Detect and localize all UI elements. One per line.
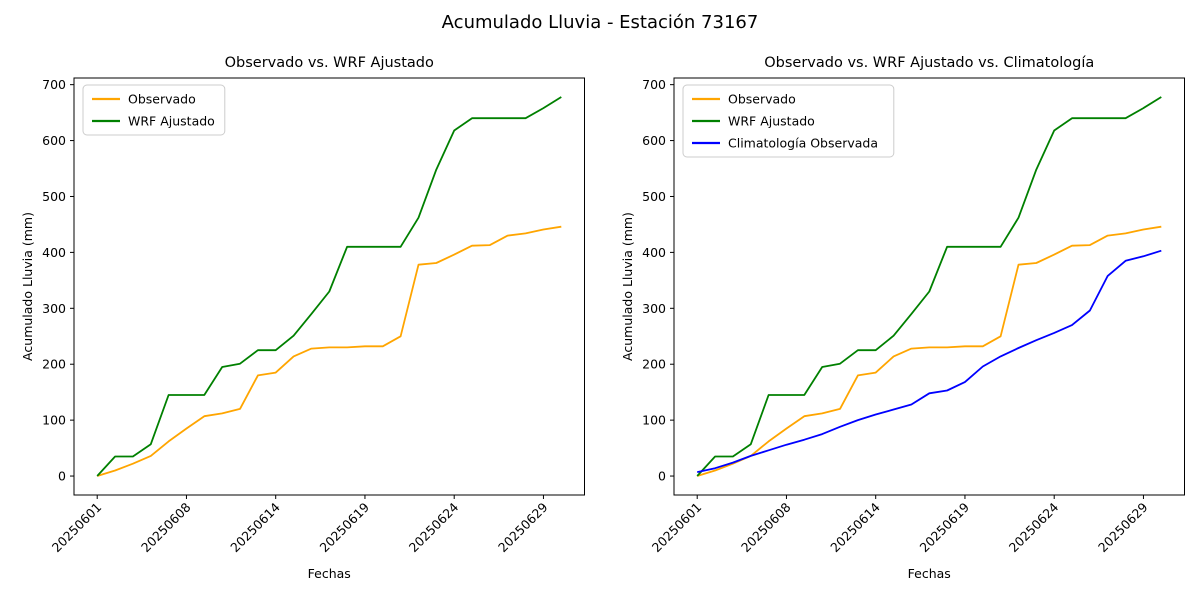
y-tick-label: 700 <box>42 77 66 92</box>
axes-frame <box>673 77 1185 496</box>
x-tick-label: 20250624 <box>1006 499 1062 555</box>
x-axis-label: Fechas <box>308 566 351 581</box>
subplot-title: Observado vs. WRF Ajustado vs. Climatolo… <box>764 55 1094 71</box>
y-tick-label: 300 <box>42 301 66 316</box>
x-tick-label: 20250601 <box>49 500 105 556</box>
series-line-observado <box>696 225 1162 477</box>
subplot-title: Observado vs. WRF Ajustado <box>225 55 434 71</box>
axes-frame <box>73 77 585 496</box>
legend-box <box>82 84 226 136</box>
y-tick-label: 700 <box>642 77 666 92</box>
right-subplot: Observado vs. WRF Ajustado vs. Climatolo… <box>620 55 1185 581</box>
left-subplot: Observado vs. WRF Ajustado Acumulado Lluv… <box>20 55 585 581</box>
figure-title: Acumulado Lluvia - Estación 73167 <box>441 12 759 33</box>
y-tick-label: 100 <box>642 413 666 428</box>
plot-area <box>74 78 585 495</box>
x-tick-label: 20250629 <box>1095 499 1151 555</box>
y-tick-label: 200 <box>642 357 666 372</box>
y-axis-label: Acumulado Lluvia (mm) <box>620 212 635 361</box>
series-line-wrf-ajustado <box>96 96 562 477</box>
x-tick-label: 20250629 <box>495 499 551 555</box>
legend-label: WRF Ajustado <box>128 114 215 129</box>
legend-label: Observado <box>128 92 196 107</box>
legend-label: Observado <box>728 92 796 107</box>
x-tick-label: 20250619 <box>316 499 372 555</box>
series-line-wrf-ajustado <box>696 96 1162 477</box>
x-axis-label: Fechas <box>908 566 951 581</box>
y-tick-label: 400 <box>42 245 66 260</box>
y-tick-label: 500 <box>642 189 666 204</box>
x-tick-label: 20250619 <box>916 499 972 555</box>
y-tick-label: 600 <box>642 133 666 148</box>
x-tick-label: 20250608 <box>138 499 194 555</box>
x-tick-label: 20250614 <box>227 499 283 555</box>
legend-label: WRF Ajustado <box>728 114 815 129</box>
y-tick-label: 0 <box>58 469 66 484</box>
y-tick-label: 200 <box>42 357 66 372</box>
y-tick-label: 500 <box>42 189 66 204</box>
y-tick-label: 600 <box>42 133 66 148</box>
legend-box <box>682 84 895 158</box>
y-tick-label: 0 <box>658 469 666 484</box>
y-axis-label: Acumulado Lluvia (mm) <box>20 212 35 361</box>
series-line-observado <box>96 225 562 477</box>
legend-label: Climatología Observada <box>728 136 878 151</box>
series-line-climatolog-a-observada <box>697 249 1162 473</box>
y-tick-label: 300 <box>642 301 666 316</box>
x-tick-label: 20250601 <box>649 500 705 556</box>
x-tick-label: 20250608 <box>738 499 794 555</box>
x-tick-label: 20250624 <box>406 499 462 555</box>
y-tick-label: 400 <box>642 245 666 260</box>
x-tick-label: 20250614 <box>827 499 883 555</box>
y-tick-label: 100 <box>42 413 66 428</box>
